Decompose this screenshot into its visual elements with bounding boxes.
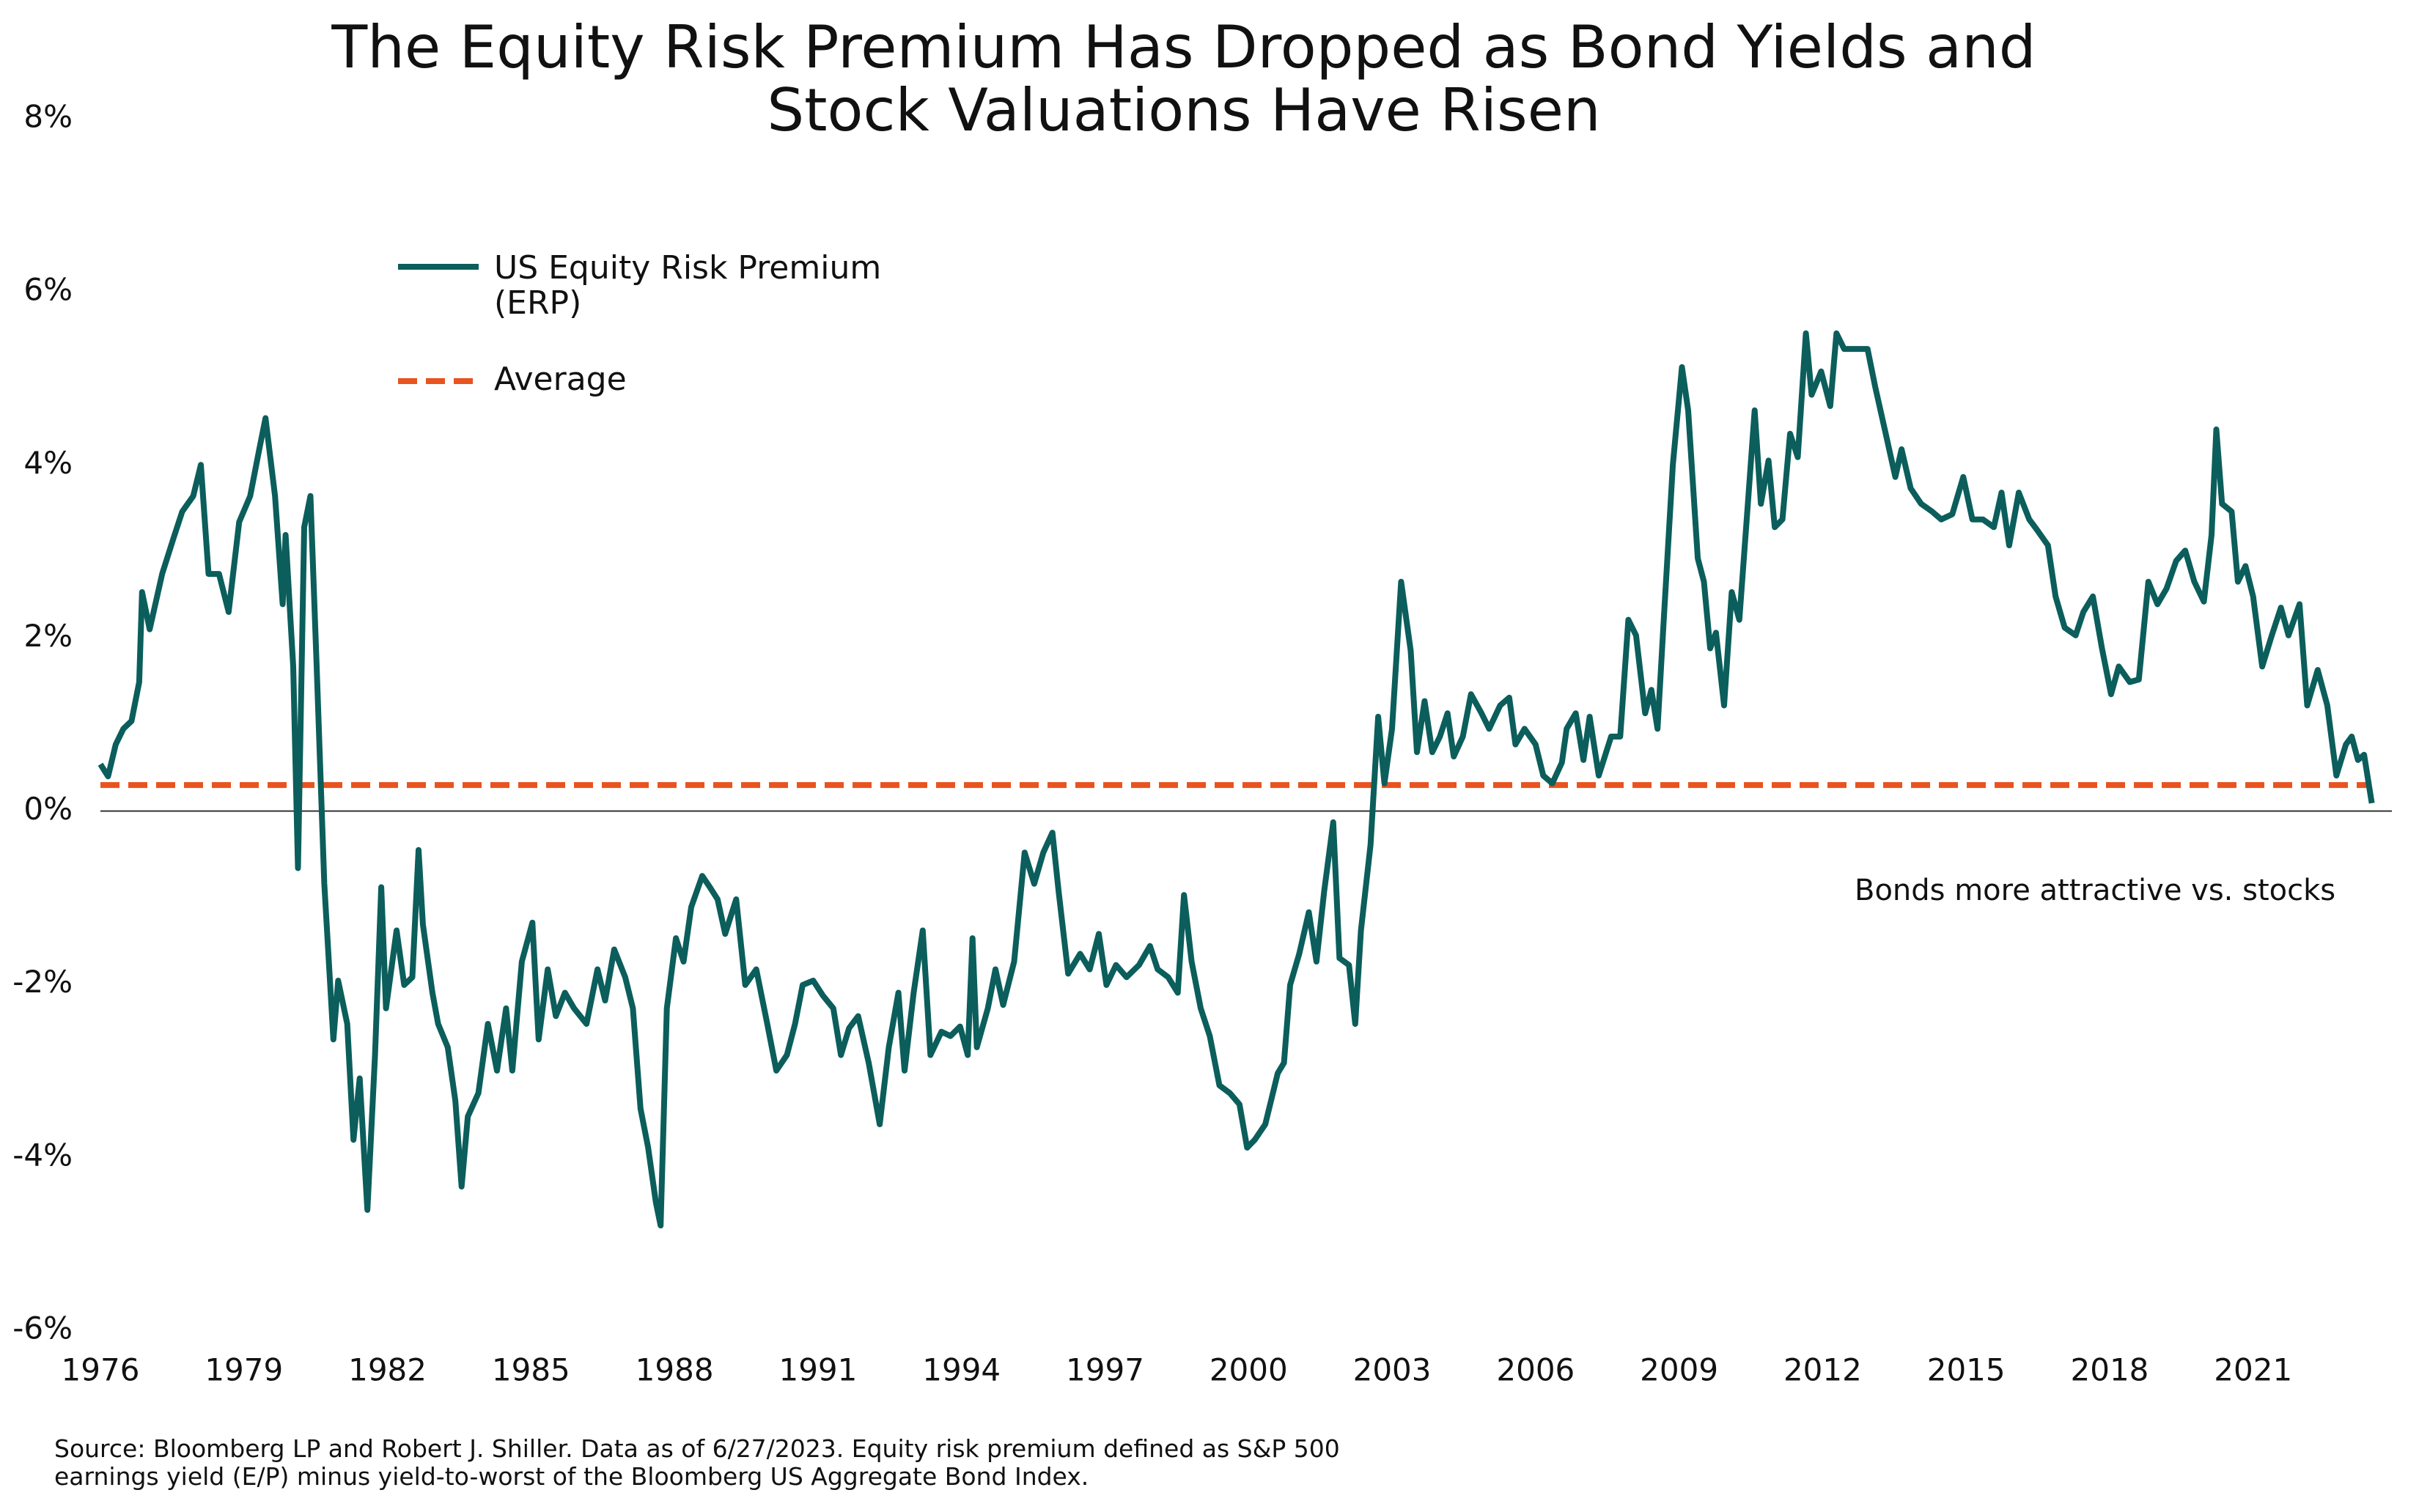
y-tick-label: 2%	[23, 618, 73, 654]
annotation: Bonds more attractive vs. stocks	[1855, 874, 2336, 907]
y-tick-label: 4%	[23, 445, 73, 481]
legend-label: US Equity Risk Premium (ERP)	[494, 249, 882, 322]
x-tick-label: 2018	[2071, 1352, 2149, 1388]
x-tick-label: 2003	[1353, 1352, 1432, 1388]
x-tick-label: 2012	[1783, 1352, 1862, 1388]
y-tick-label: 6%	[23, 272, 73, 308]
x-tick-label: 2006	[1496, 1352, 1575, 1388]
y-tick-label: -2%	[12, 964, 73, 1000]
legend-label: Average	[494, 361, 627, 398]
x-tick-label: 1988	[636, 1352, 714, 1388]
y-tick-label: 0%	[23, 791, 73, 827]
x-tick-label: 2009	[1640, 1352, 1718, 1388]
y-tick-label: -4%	[12, 1137, 73, 1173]
x-tick-label: 2021	[2214, 1352, 2292, 1388]
y-tick-label: 8%	[23, 99, 73, 135]
source-note: Source: Bloomberg LP and Robert J. Shill…	[54, 1434, 1340, 1491]
x-tick-label: 1991	[778, 1352, 857, 1388]
data-line	[97, 330, 2375, 1229]
x-tick-label: 2015	[1927, 1352, 2006, 1388]
x-tick-label: 2000	[1210, 1352, 1288, 1388]
x-tick-label: 1982	[348, 1352, 427, 1388]
x-tick-label: 1985	[492, 1352, 570, 1388]
x-tick-label: 1997	[1066, 1352, 1144, 1388]
x-tick-label: 1979	[205, 1352, 283, 1388]
chart-title: The Equity Risk Premium Has Dropped as B…	[331, 13, 2036, 144]
x-tick-label: 1976	[62, 1352, 140, 1388]
x-tick-label: 1994	[922, 1352, 1001, 1388]
y-tick-label: -6%	[12, 1310, 73, 1346]
